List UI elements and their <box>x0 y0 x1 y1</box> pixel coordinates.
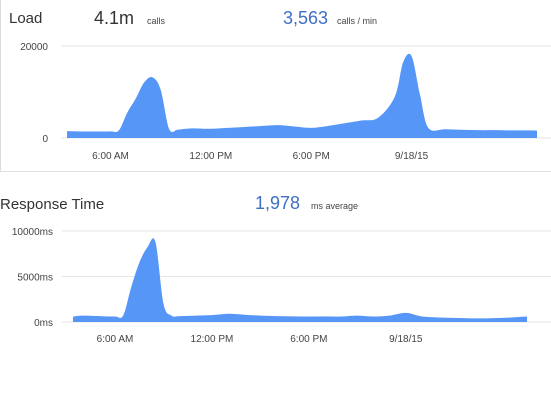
response-time-y-tick-label: 10000ms <box>12 227 53 238</box>
load-y-tick-label: 20000 <box>20 42 48 53</box>
load-x-tick-label: 9/18/15 <box>395 151 429 162</box>
load-area-series <box>67 53 537 138</box>
load-x-tick-label: 12:00 PM <box>189 151 232 162</box>
response-time-average-value: 1,978 <box>255 193 301 213</box>
response-time-x-tick-label: 12:00 PM <box>191 334 234 345</box>
response-time-chart: 10000ms 5000ms 0ms 6:00 AM 12:00 PM 6:00 PM 9/… <box>12 227 551 345</box>
response-time-x-tick-label: 9/18/15 <box>389 334 423 345</box>
response-time-panel: Response Time 1,978 ms average 10000ms 50… <box>0 185 551 355</box>
response-time-title: Response Time <box>0 196 105 213</box>
load-x-tick-label: 6:00 AM <box>92 151 129 162</box>
load-chart: 20000 0 6:00 AM 12:00 PM 6:00 PM 9/18/15 <box>20 42 551 162</box>
response-time-x-tick-label: 6:00 PM <box>290 334 327 345</box>
response-time-average-unit: ms average <box>311 201 359 211</box>
load-rate-value: 3,563 <box>283 8 329 28</box>
load-y-tick-label: 0 <box>42 134 48 145</box>
response-time-area-series <box>73 238 527 322</box>
response-time-x-tick-label: 6:00 AM <box>97 334 134 345</box>
load-rate-unit: calls / min <box>337 16 378 26</box>
load-panel: Load 4.1m calls 3,563 calls / min 20000 0… <box>0 0 551 172</box>
response-time-y-tick-label: 5000ms <box>17 273 53 284</box>
load-total-unit: calls <box>147 16 166 26</box>
response-time-y-tick-label: 0ms <box>34 318 53 329</box>
load-total-value: 4.1m <box>94 8 135 28</box>
load-x-tick-label: 6:00 PM <box>293 151 330 162</box>
load-title: Load <box>9 10 43 27</box>
